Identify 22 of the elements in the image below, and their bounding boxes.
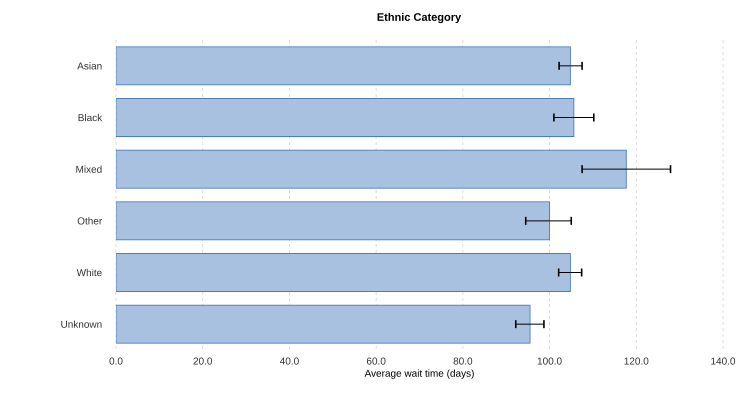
x-tick-label: 100.0 <box>538 358 562 365</box>
x-tick-label: 0.0 <box>109 358 123 365</box>
chart-title: Ethnic Category <box>378 12 462 24</box>
y-tick-label: White <box>76 268 102 276</box>
x-tick-label: 80.0 <box>454 358 472 365</box>
x-tick-label: 20.0 <box>193 358 212 365</box>
y-tick-label: Mixed <box>76 165 102 173</box>
bar <box>116 253 571 292</box>
x-tick-label: 120.0 <box>624 358 648 365</box>
x-tick-label: 40.0 <box>280 358 299 365</box>
x-axis-title: Average wait time (days) <box>364 369 474 379</box>
y-tick-label: Unknown <box>61 320 102 328</box>
y-tick-label: Other <box>78 217 102 224</box>
y-tick-label: Black <box>78 114 102 122</box>
bar <box>116 98 574 137</box>
bar <box>116 201 550 240</box>
y-tick-label: Asian <box>77 62 102 70</box>
bar <box>116 46 571 86</box>
bar <box>116 304 531 344</box>
bar <box>116 150 627 189</box>
x-tick-label: 140.0 <box>711 358 736 365</box>
x-tick-label: 60.0 <box>366 358 386 365</box>
